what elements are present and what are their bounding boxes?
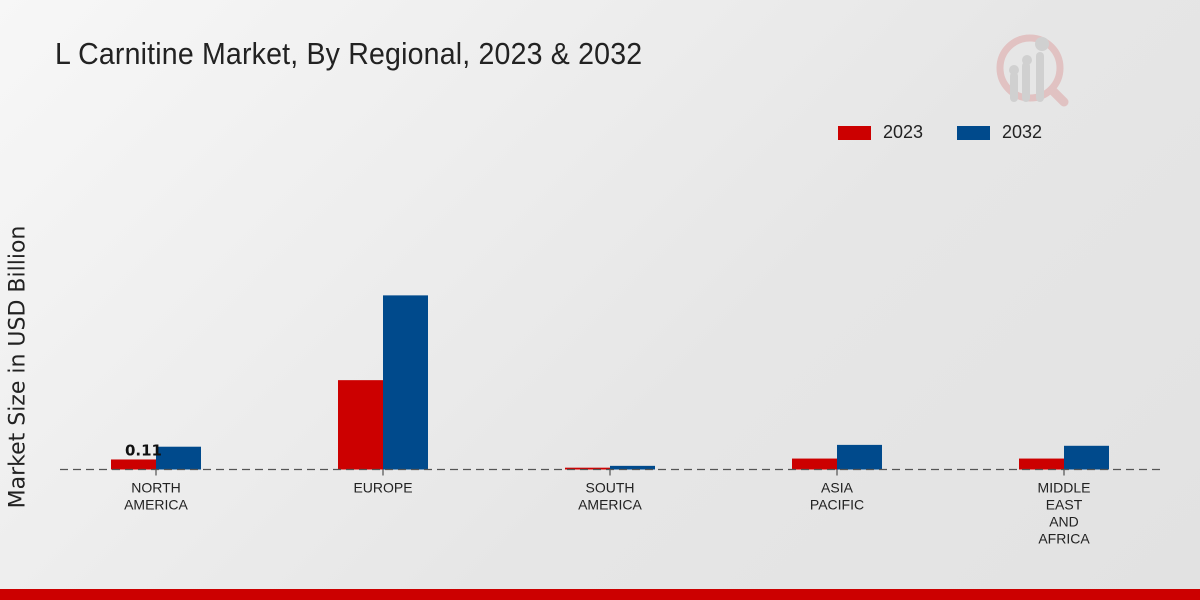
x-tick-label-3: ASIA PACIFIC [810,480,864,513]
x-tick-label-0: NORTH AMERICA [124,480,188,513]
bar-2023-2 [565,467,610,470]
legend-label-2032: 2032 [1002,122,1043,142]
legend-item-2032: 2032 [957,122,1042,143]
x-tick-label-2: SOUTH AMERICA [578,480,642,513]
legend-swatch-2032 [957,125,990,140]
watermark-logo-icon [996,34,1069,107]
legend-label-2023: 2023 [883,122,924,142]
bar-2032-2 [610,465,655,470]
bar-2032-4 [1064,445,1109,470]
legend-swatch-2023 [838,125,871,140]
bar-2023-1 [338,380,383,470]
footer-bar [0,589,1200,600]
bar-2023-3 [792,458,837,470]
bar-2023-4 [1019,458,1064,470]
x-tick-label-4: MIDDLE EAST AND AFRICA [1038,480,1091,547]
bar-2032-1 [383,295,428,470]
bar-2032-3 [837,444,882,470]
legend-item-2023: 2023 [838,122,923,143]
bar-2032-0 [156,446,201,470]
chart-title: L Carnitine Market, By Regional, 2023 & … [55,36,643,71]
x-tick-label-1: EUROPE [353,480,412,496]
bar-2023-0 [111,459,156,470]
data-label-0: 0.11 [125,441,162,459]
